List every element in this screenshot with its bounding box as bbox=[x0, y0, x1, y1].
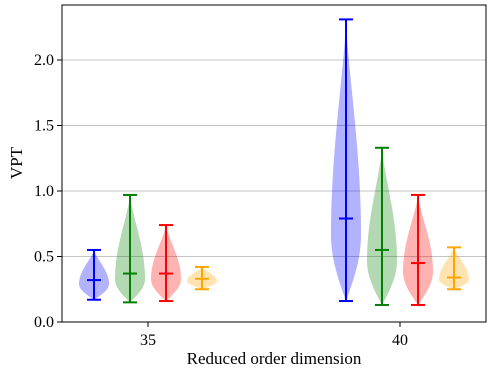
y-tick-label: 0.5 bbox=[34, 249, 54, 266]
x-tick-label: 40 bbox=[392, 332, 408, 349]
y-axis-ticks: 0.0 0.5 1.0 1.5 2.0 bbox=[34, 52, 62, 331]
x-axis-label: Reduced order dimension bbox=[187, 349, 362, 368]
violin-stat-lines bbox=[87, 18, 461, 306]
x-tick-label: 35 bbox=[140, 332, 156, 349]
y-axis-label: VPT bbox=[7, 146, 26, 179]
y-tick-label: 2.0 bbox=[34, 52, 54, 69]
y-tick-label: 1.0 bbox=[34, 183, 54, 200]
plot-frame bbox=[61, 4, 487, 323]
y-tick-label: 0.0 bbox=[34, 314, 54, 331]
violin-bodies bbox=[79, 19, 469, 305]
y-tick-label: 1.5 bbox=[34, 118, 54, 135]
x-axis-ticks: 35 40 bbox=[140, 322, 408, 349]
